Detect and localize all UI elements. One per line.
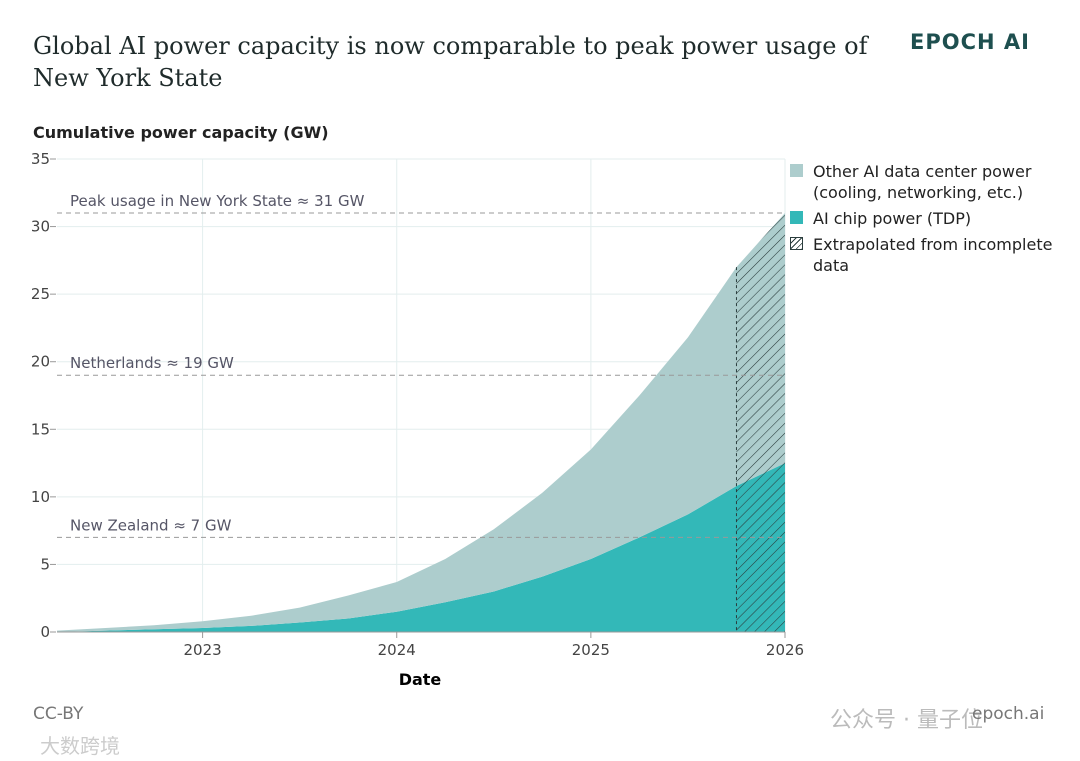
legend-item: Extrapolated from incomplete data: [790, 234, 1060, 276]
extrapolated-region: [736, 213, 785, 633]
area: [57, 463, 785, 632]
chart-title: Global AI power capacity is now comparab…: [33, 32, 868, 92]
legend-item: AI chip power (TDP): [790, 208, 1060, 229]
legend-swatch: [790, 237, 803, 250]
y-tick-label: 35: [31, 150, 50, 168]
watermark: 大数跨境: [40, 734, 120, 758]
legend-swatch: [790, 164, 803, 177]
y-axis-label: Cumulative power capacity (GW): [33, 123, 329, 142]
y-tick-label: 30: [31, 218, 50, 236]
legend-label: Extrapolated from incomplete data: [813, 235, 1053, 275]
legend: Other AI data center power (cooling, net…: [790, 161, 1060, 281]
y-tick-label: 10: [31, 488, 50, 506]
site: epoch.ai: [972, 704, 1045, 724]
legend-swatch: [790, 211, 803, 224]
y-tick-label: 5: [40, 555, 50, 573]
y-tick-label: 15: [31, 420, 50, 438]
y-tick-label: 25: [31, 285, 50, 303]
reference-label: New Zealand ≈ 7 GW: [70, 516, 232, 534]
watermark: 公众号 · 量子位: [830, 708, 983, 733]
legend-label: Other AI data center power (cooling, net…: [813, 162, 1032, 202]
x-tick-label: 2025: [572, 641, 610, 659]
x-axis-label: Date: [399, 670, 442, 689]
logo: EPOCH AI: [910, 30, 1030, 54]
reference-label: Netherlands ≈ 19 GW: [70, 354, 234, 372]
x-tick-label: 2023: [184, 641, 222, 659]
reference-label: Peak usage in New York State ≈ 31 GW: [70, 192, 365, 210]
x-tick-label: 2024: [378, 641, 416, 659]
y-tick-label: 20: [31, 353, 50, 371]
legend-label: AI chip power (TDP): [813, 209, 972, 228]
x-tick-label: 2026: [766, 641, 804, 659]
area: [57, 213, 785, 633]
y-tick-label: 0: [40, 623, 50, 641]
legend-item: Other AI data center power (cooling, net…: [790, 161, 1060, 203]
license: CC-BY: [33, 704, 84, 724]
